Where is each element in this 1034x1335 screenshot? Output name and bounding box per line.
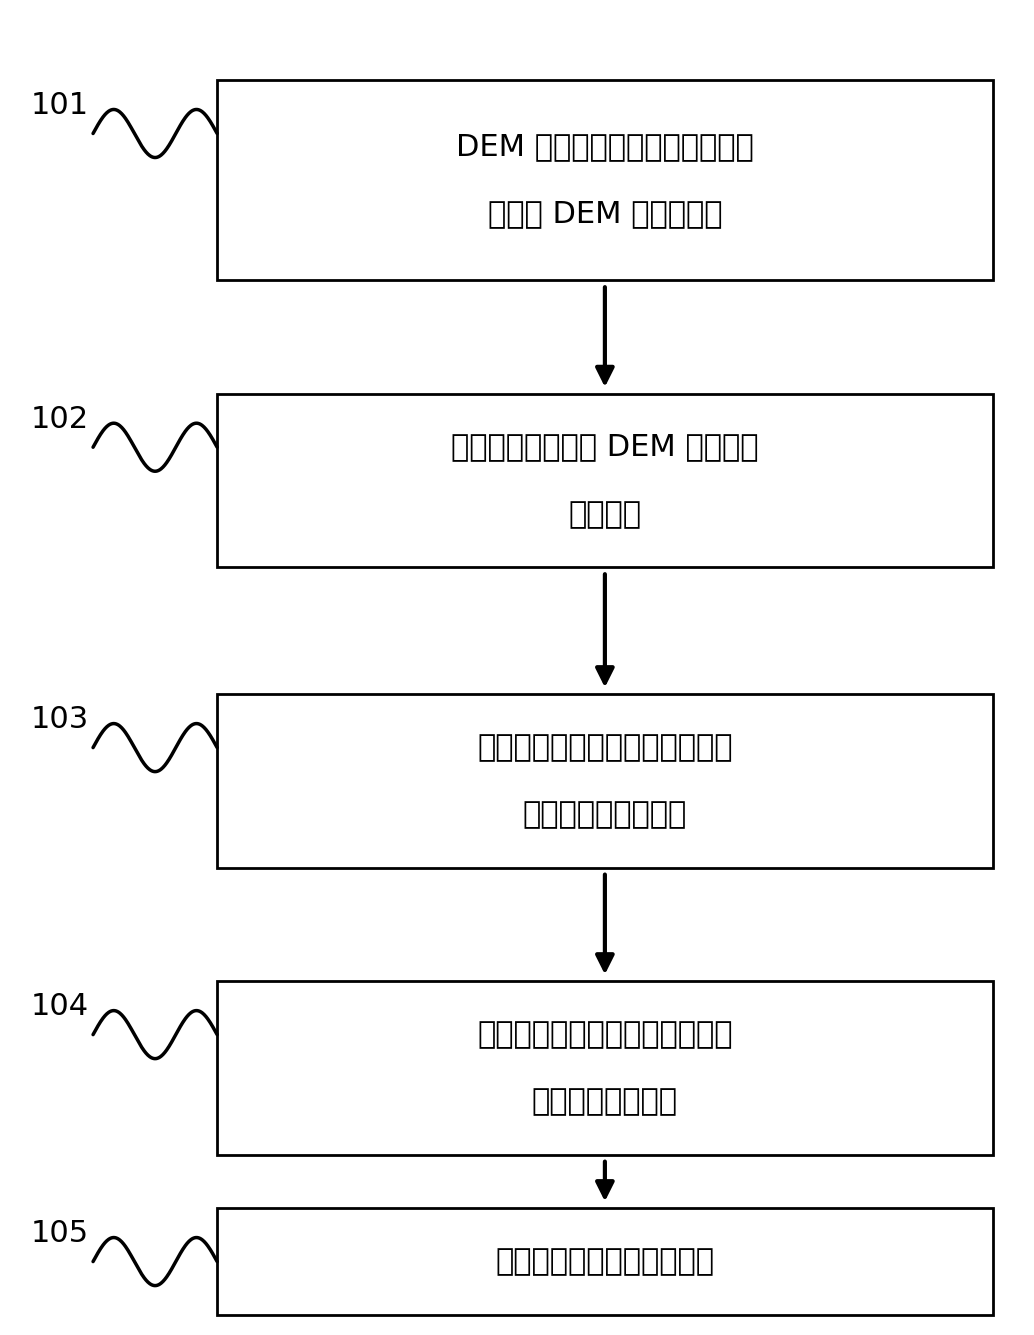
Bar: [217, 1208, 993, 1315]
Text: 102: 102: [31, 405, 89, 434]
Text: 中每个顶点的属性値: 中每个顶点的属性値: [523, 800, 687, 829]
Text: 邻近模式: 邻近模式: [569, 499, 641, 529]
Text: 103: 103: [31, 705, 89, 734]
Text: 每条边的权値大小: 每条边的权値大小: [531, 1087, 678, 1116]
Bar: [217, 394, 993, 567]
Text: 101: 101: [31, 91, 89, 120]
Bar: [217, 981, 993, 1155]
Bar: [217, 694, 993, 868]
Bar: [217, 80, 993, 280]
Text: 和完善 DEM 中的空数据: 和完善 DEM 中的空数据: [488, 199, 722, 228]
Text: 根据邻近模式类型计算图网络中: 根据邻近模式类型计算图网络中: [477, 1020, 733, 1049]
Text: 选择构建图网络的 DEM 格网单元: 选择构建图网络的 DEM 格网单元: [451, 433, 759, 462]
Text: DEM 数据初始化，通过插値补充: DEM 数据初始化，通过插値补充: [456, 132, 754, 162]
Text: 105: 105: [31, 1219, 89, 1248]
Text: 运用可视域分析算法计算图网络: 运用可视域分析算法计算图网络: [477, 733, 733, 762]
Text: 保存图网络数据到外部文件: 保存图网络数据到外部文件: [495, 1247, 714, 1276]
Text: 104: 104: [31, 992, 89, 1021]
